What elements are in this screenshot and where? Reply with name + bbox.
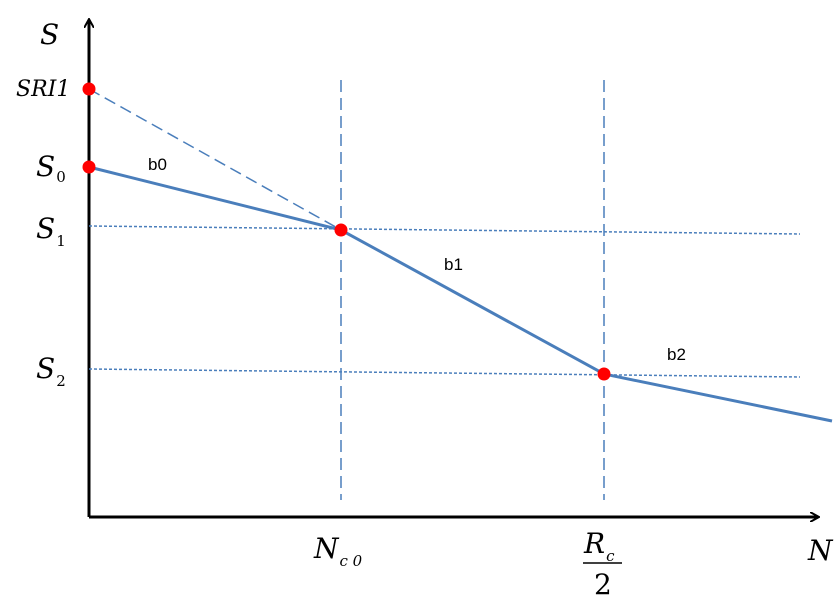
point-sri1 (82, 82, 96, 96)
label-s0: S0 (36, 150, 66, 186)
segment-label-b1: b1 (444, 255, 463, 274)
s1-reference-line (88, 225, 801, 235)
label-sri1: SRI1 (16, 77, 70, 102)
sri1-dashed-line (88, 88, 342, 231)
segment-label-b2: b2 (667, 345, 686, 364)
label-rc-numerator: Rc (583, 527, 615, 565)
label-rc-denominator: 2 (594, 568, 612, 601)
s2-reference-line (88, 368, 801, 378)
segment-label-b0: b0 (148, 155, 167, 174)
label-s2: S2 (36, 352, 66, 390)
y-axis-title: S (40, 18, 59, 51)
piecewise-line (88, 165, 833, 423)
x-axis-title: N (807, 534, 834, 567)
point-rc-half (597, 367, 611, 381)
point-nc0 (334, 223, 348, 237)
label-s1: S1 (36, 212, 66, 250)
label-rc-half: Rc 2 (583, 527, 622, 601)
label-nc0: Nc 0 (313, 532, 363, 570)
point-s0 (82, 160, 96, 174)
